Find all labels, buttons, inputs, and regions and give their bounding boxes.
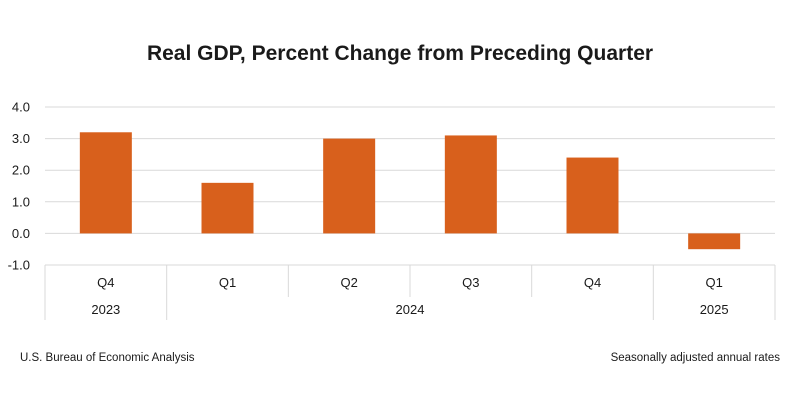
- source-label: U.S. Bureau of Economic Analysis: [20, 352, 195, 364]
- bar: [444, 135, 497, 234]
- bars: [79, 132, 741, 250]
- year-label: 2023: [91, 302, 120, 317]
- x-tick-label: Q1: [219, 275, 236, 290]
- x-tick-label: Q4: [584, 275, 601, 290]
- gridlines: [45, 106, 775, 266]
- bar: [201, 182, 254, 234]
- y-tick-label: 4.0: [12, 100, 30, 115]
- chart-title: Real GDP, Percent Change from Preceding …: [146, 42, 654, 65]
- bar: [79, 132, 132, 234]
- y-tick-label: 2.0: [12, 163, 30, 178]
- year-label: 2025: [700, 302, 729, 317]
- x-tick-label: Q4: [97, 275, 114, 290]
- x-tick-label: Q2: [340, 275, 357, 290]
- x-tick-label: Q3: [462, 275, 479, 290]
- y-tick-label: 3.0: [12, 131, 30, 146]
- bar: [688, 233, 741, 250]
- y-tick-label: -1.0: [8, 258, 30, 273]
- x-axis: Q4 Q1 Q2 Q3 Q4 Q1 2023 2024 2025: [44, 265, 776, 320]
- x-tick-label: Q1: [705, 275, 722, 290]
- bar: [566, 157, 619, 234]
- y-tick-label: 1.0: [12, 194, 30, 209]
- bar: [323, 138, 376, 234]
- year-label: 2024: [396, 302, 425, 317]
- y-axis-tick-labels: 4.0 3.0 2.0 1.0 0.0 -1.0: [8, 100, 30, 273]
- rates-note: Seasonally adjusted annual rates: [610, 352, 780, 364]
- y-tick-label: 0.0: [12, 226, 30, 241]
